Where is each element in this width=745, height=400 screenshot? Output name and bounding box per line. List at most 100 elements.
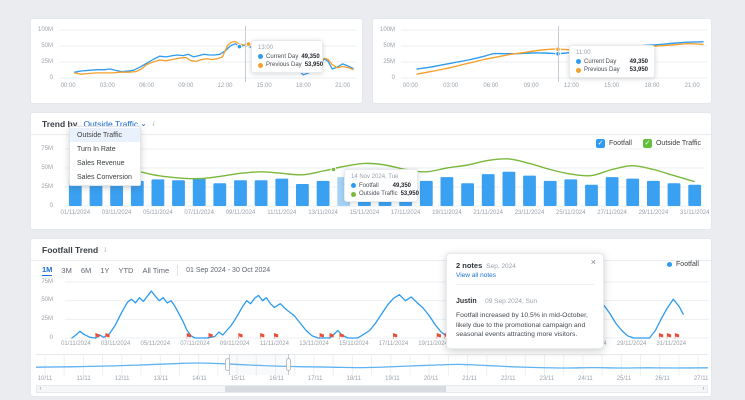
tooltip-row: Footfall 49,350 xyxy=(351,183,411,189)
x-axis-tick-label: 21:00 xyxy=(684,83,700,89)
bar[interactable] xyxy=(316,180,330,206)
bar[interactable] xyxy=(172,180,185,206)
brush-handle-left[interactable] xyxy=(225,358,230,371)
bar[interactable] xyxy=(502,171,516,206)
bar[interactable] xyxy=(254,180,268,206)
info-icon[interactable]: i xyxy=(152,119,155,128)
chart-tooltip: 14 Nov 2024, Tue Footfall 49,350 Outside… xyxy=(344,169,419,202)
x-axis-tick-label: 13/11/2024 xyxy=(299,341,329,347)
crosshair-line xyxy=(244,26,246,82)
bar[interactable] xyxy=(647,180,660,206)
scroll-right-arrow[interactable]: › xyxy=(702,386,705,392)
hourly-line-chart-2[interactable] xyxy=(401,29,707,79)
range-tab-ytd[interactable]: YTD xyxy=(118,265,134,275)
legend-item-footfall[interactable]: ✓ Footfall xyxy=(596,139,632,148)
brush-handle-right[interactable] xyxy=(285,358,291,371)
section-title: Trend by xyxy=(42,118,78,129)
bar[interactable] xyxy=(440,177,454,206)
hover-marker xyxy=(236,43,243,50)
bar[interactable] xyxy=(481,174,495,206)
y-axis-tick-label: 50M xyxy=(41,164,53,171)
dropdown-item-sales-revenue[interactable]: Sales Revenue xyxy=(77,159,125,167)
x-axis-tick-label: 29/11/2024 xyxy=(616,341,647,347)
overlay-line xyxy=(75,158,695,183)
series-dot-icon xyxy=(351,183,356,188)
x-axis-tick-label: 15:00 xyxy=(256,83,272,89)
series-dot-icon xyxy=(351,191,356,197)
dropdown-item-turn-in-rate[interactable]: Turn In Rate xyxy=(77,145,116,153)
notes-period: Sep, 2024 xyxy=(486,263,516,270)
hourly-card-left: 100M 50M 25M 0 00:00 03:00 06:00 09:00 12:00 15:… xyxy=(30,18,363,104)
timeline-date-label: 27/11 xyxy=(693,376,709,382)
timeline-date-label: 18/11 xyxy=(346,376,362,382)
y-axis-tick-label: 50M xyxy=(41,297,53,304)
trend-by-header: Trend by Outside Traffic ⌄ i xyxy=(31,113,711,135)
timeline-line xyxy=(36,362,708,369)
footfall-line-chart[interactable] xyxy=(65,281,709,339)
timeline-brush-selection[interactable] xyxy=(228,354,289,375)
notes-popup: × 2 notes Sep, 2024 View all notes Justi… xyxy=(446,253,604,349)
bar[interactable] xyxy=(275,178,289,206)
legend-label: Footfall xyxy=(609,140,632,147)
horizontal-scrollbar[interactable]: ‹ › xyxy=(36,385,708,393)
x-axis-tick-label: 15/11/2024 xyxy=(349,210,380,216)
x-axis-tick-label: 27/11/2024 xyxy=(597,210,627,216)
timeline-date-label: 21/11 xyxy=(462,376,477,382)
info-icon[interactable]: i xyxy=(104,245,107,254)
note-author: Justin xyxy=(456,298,477,305)
bar[interactable] xyxy=(296,184,309,206)
note-body: Footfall increased by 10.5% in mid-Octob… xyxy=(456,312,588,339)
timeline-overview[interactable] xyxy=(36,354,708,376)
timeline-date-label: 12/11 xyxy=(114,376,130,382)
range-tab-3m[interactable]: 3M xyxy=(61,265,72,275)
bar[interactable] xyxy=(234,180,247,206)
bar[interactable] xyxy=(543,180,557,206)
bar[interactable] xyxy=(667,183,681,206)
close-icon[interactable]: × xyxy=(590,257,596,267)
legend-item-outside-traffic[interactable]: ✓ Outside Traffic xyxy=(642,139,701,148)
tooltip-time: 11:00 xyxy=(576,50,591,56)
bar[interactable] xyxy=(192,178,206,206)
scrollbar-thumb[interactable] xyxy=(224,386,446,392)
tooltip-time: 13:00 xyxy=(258,45,274,51)
bar[interactable] xyxy=(585,184,598,206)
x-axis-tick-label: 17/11/2024 xyxy=(390,210,421,216)
range-tab-1y[interactable]: 1Y xyxy=(100,265,110,275)
bar[interactable] xyxy=(523,175,536,206)
hourly-line-chart-1[interactable] xyxy=(59,29,357,79)
tooltip-label: Previous Day xyxy=(266,62,302,68)
metric-selector[interactable]: Outside Traffic ⌄ xyxy=(83,119,146,129)
bar[interactable] xyxy=(461,183,474,206)
dropdown-item-sales-conversion[interactable]: Sales Conversion xyxy=(77,173,132,181)
bar[interactable] xyxy=(89,180,103,206)
timeline-date-label: 23/11 xyxy=(539,376,555,382)
range-tab-1m[interactable]: 1M xyxy=(42,265,53,276)
bar[interactable] xyxy=(213,183,227,206)
bar[interactable] xyxy=(130,180,144,206)
timeline-date-label: 11/11 xyxy=(76,376,91,382)
x-axis-tick-label: 05/11/2024 xyxy=(140,341,171,347)
x-axis-tick-label: 01/11/2024 xyxy=(61,341,91,347)
bar[interactable] xyxy=(564,179,578,206)
bar[interactable] xyxy=(605,177,619,206)
bar[interactable] xyxy=(688,184,702,206)
tooltip-value: 53,950 xyxy=(304,62,324,68)
tooltip-value: 53,950 xyxy=(400,191,419,197)
view-all-notes-link[interactable]: View all notes xyxy=(456,272,496,279)
tooltip-label: Outside Traffic xyxy=(359,191,398,197)
dropdown-item-outside-traffic[interactable]: Outside Traffic xyxy=(70,128,140,142)
x-axis-tick-label: 11/11/2024 xyxy=(267,210,297,216)
range-tab-6m[interactable]: 6M xyxy=(80,265,92,275)
bar[interactable] xyxy=(151,179,165,206)
y-axis-trend: 75M 50M 25M 0 xyxy=(31,113,57,229)
range-tab-all-time[interactable]: All Time xyxy=(142,265,170,275)
series-line xyxy=(416,41,704,70)
footfall-legend[interactable]: Footfall xyxy=(667,261,699,268)
timeline-date-label: 16/11 xyxy=(269,376,284,382)
bar[interactable] xyxy=(626,178,640,206)
scroll-left-arrow[interactable]: ‹ xyxy=(39,386,42,392)
bar[interactable] xyxy=(419,180,433,206)
bar[interactable] xyxy=(110,184,123,206)
y-axis-tick-label: 100M xyxy=(379,26,395,33)
